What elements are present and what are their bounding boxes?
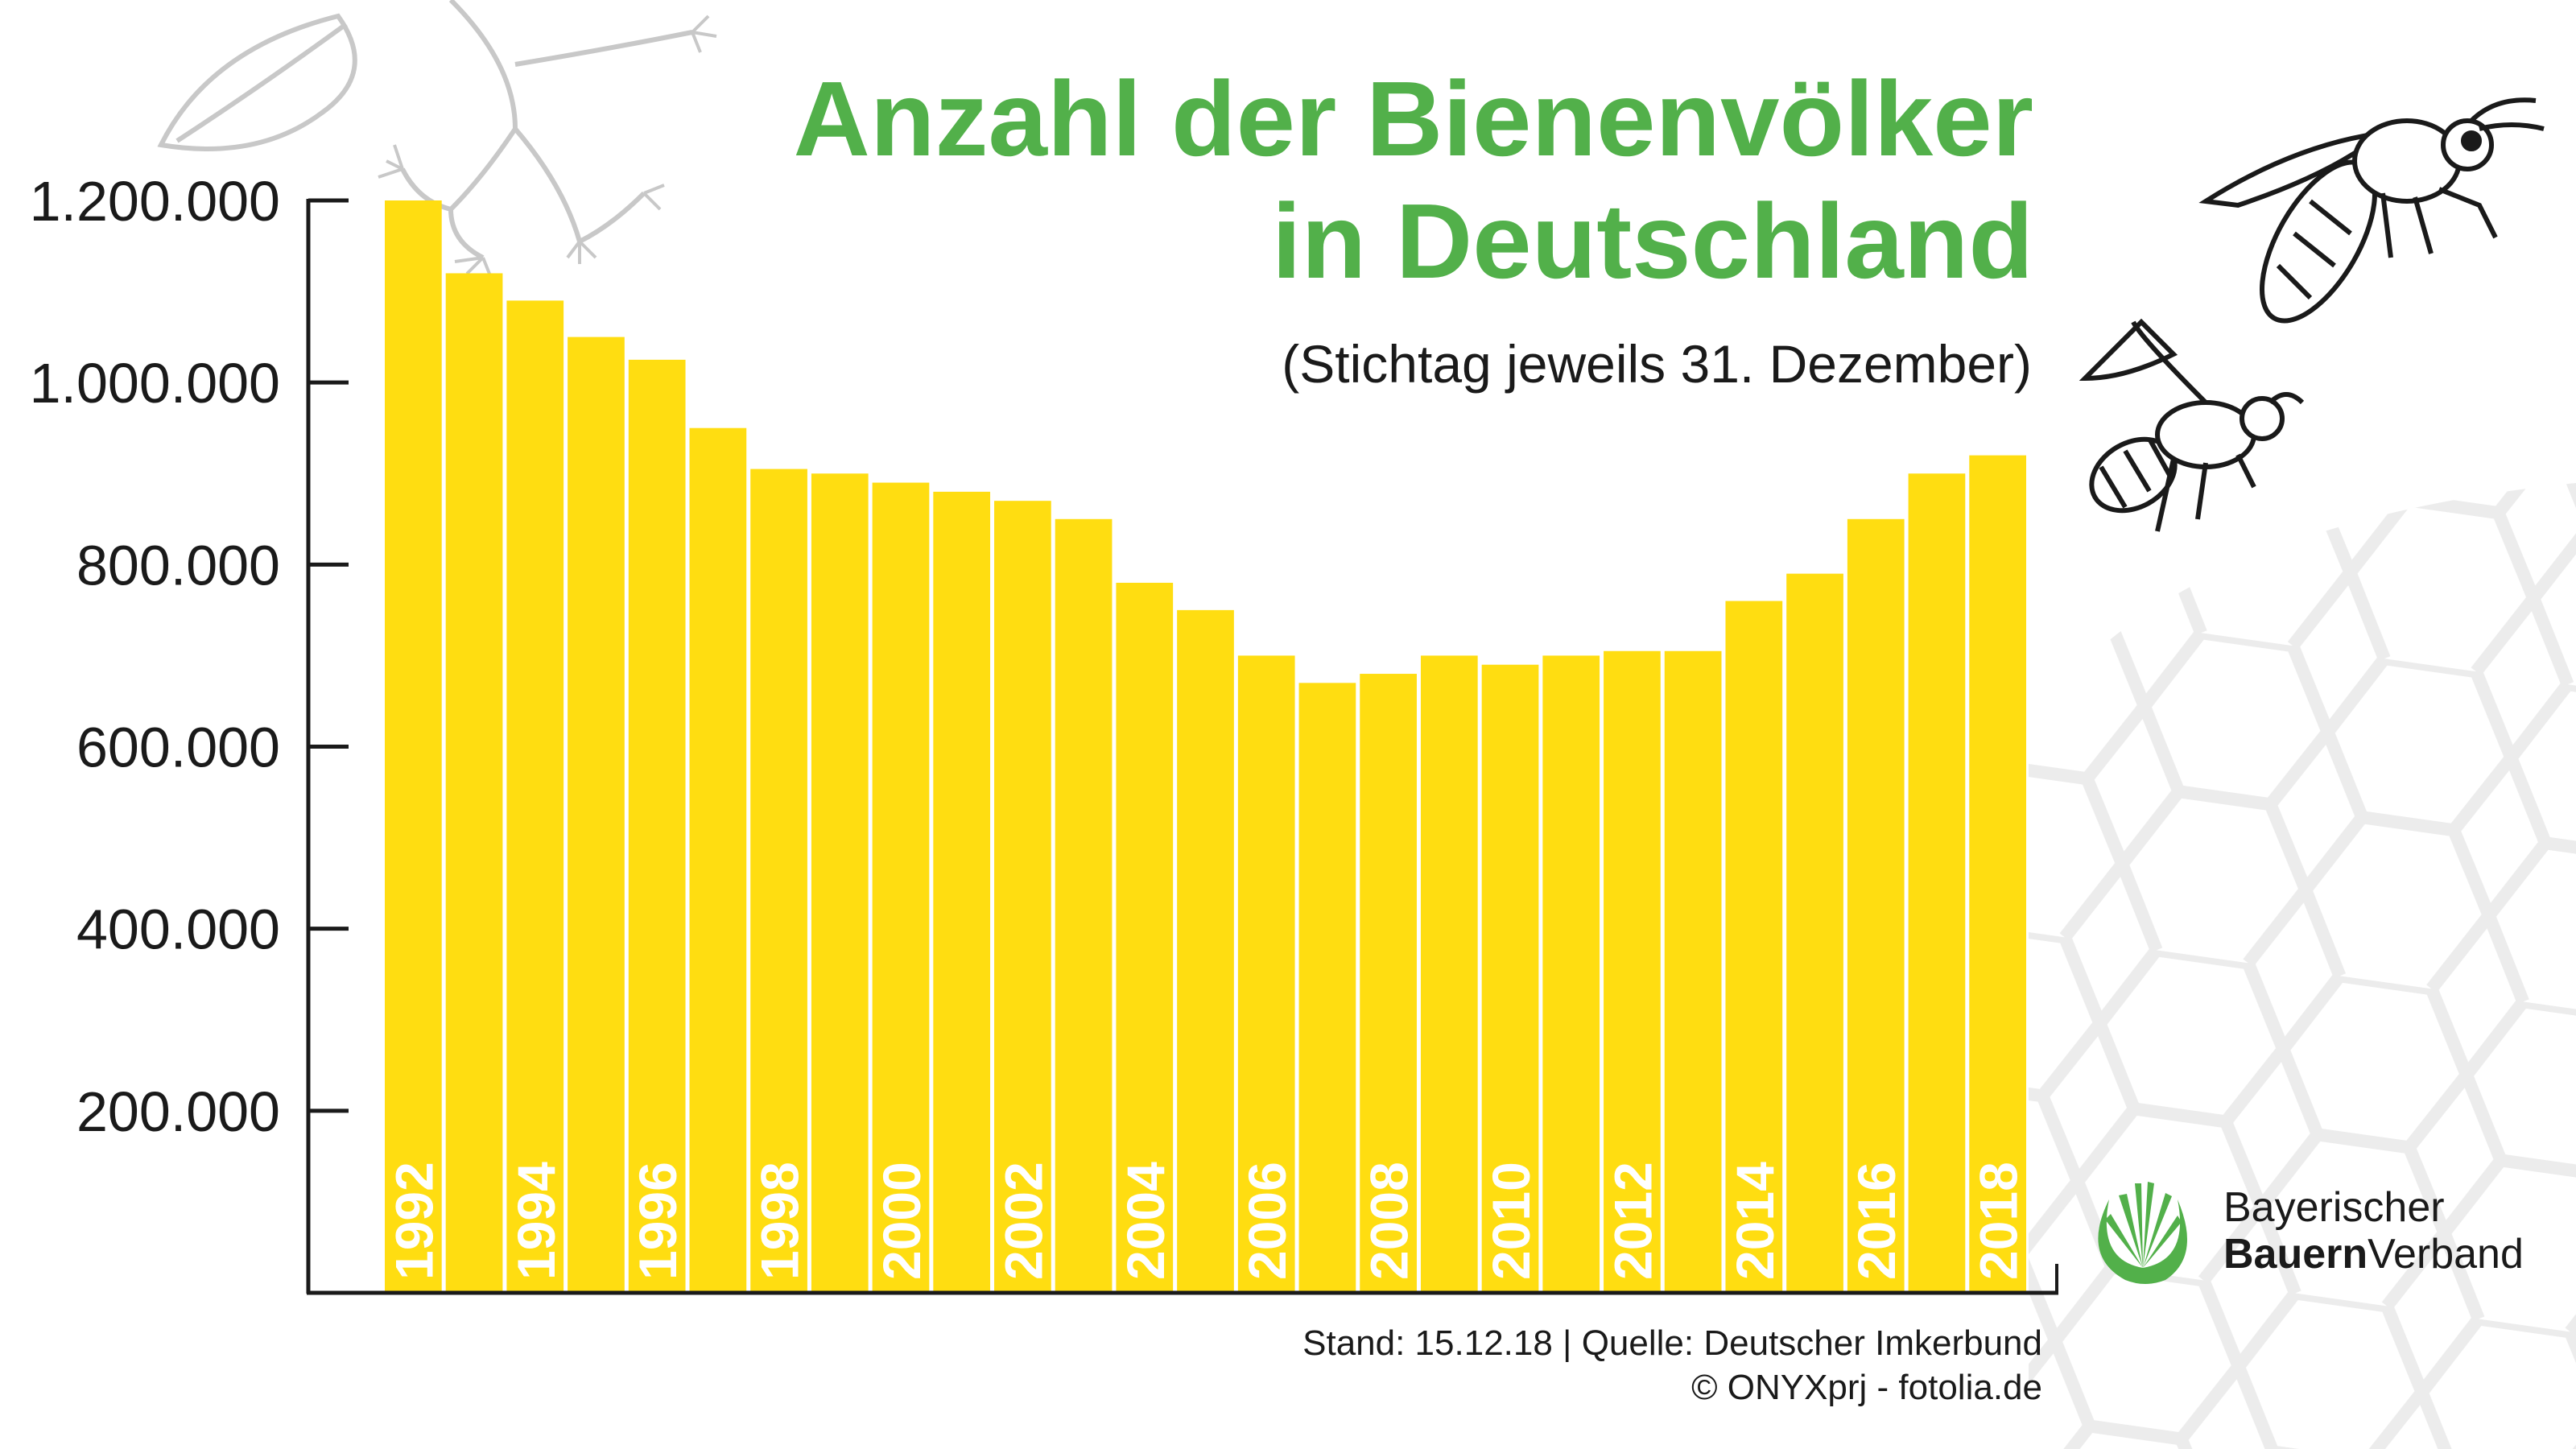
chart-title-line-1: Anzahl der Bienenvölker <box>794 60 2033 178</box>
x-tick-label: 2018 <box>1969 1162 2029 1280</box>
y-tick-label: 1.200.000 <box>30 170 280 233</box>
logo-line-1: Bayerischer <box>2223 1184 2445 1231</box>
bar-1995 <box>568 336 625 1293</box>
bar-2015 <box>1786 573 1843 1293</box>
bar-2008 <box>1360 674 1417 1293</box>
x-tick-label: 1998 <box>750 1162 810 1280</box>
x-axis-labels: 1992 1994 1996 1998 2000 2002 2004 2006 2008 2010… <box>384 1162 2028 1280</box>
bar-2002 <box>994 501 1051 1293</box>
x-tick-label: 2000 <box>872 1162 931 1280</box>
y-tick-label: 800.000 <box>76 534 280 597</box>
bars-group <box>385 200 2026 1294</box>
bar-2007 <box>1298 683 1356 1293</box>
logo-line-2-regular: Verband <box>2368 1231 2524 1278</box>
bar-1992 <box>385 200 442 1293</box>
logo-line-2: BauernVerband <box>2223 1231 2524 1278</box>
bar-2018 <box>1969 455 2026 1294</box>
x-tick-label: 2010 <box>1481 1162 1541 1280</box>
bar-2011 <box>1542 655 1600 1293</box>
bar-2009 <box>1420 655 1478 1293</box>
bar-2017 <box>1908 473 1966 1293</box>
bbv-logo-icon <box>2098 1182 2187 1284</box>
bee-icon <box>2198 97 2545 324</box>
source-note: Stand: 15.12.18 | Quelle: Deutscher Imke… <box>1302 1323 2042 1363</box>
bar-1999 <box>811 473 869 1293</box>
bbv-logo: Bayerischer BauernVerband <box>2098 1182 2524 1284</box>
bar-1998 <box>750 469 807 1293</box>
bar-2010 <box>1481 664 1539 1293</box>
y-tick-label: 200.000 <box>76 1080 280 1143</box>
bar-2000 <box>872 482 930 1293</box>
honeycomb-decoration <box>2029 483 2576 1449</box>
bar-2005 <box>1177 609 1234 1293</box>
chart-subtitle: (Stichtag jeweils 31. Dezember) <box>1282 334 2032 394</box>
x-tick-label: 2012 <box>1603 1162 1662 1280</box>
bar-1996 <box>628 359 686 1293</box>
x-tick-label: 2008 <box>1360 1162 1419 1280</box>
x-tick-label: 1996 <box>628 1162 687 1280</box>
y-tick-label: 600.000 <box>76 716 280 779</box>
x-tick-label: 2002 <box>993 1162 1053 1280</box>
bar-1994 <box>506 300 564 1294</box>
logo-line-2-bold: Bauern <box>2223 1231 2368 1278</box>
bar-2012 <box>1604 650 1661 1293</box>
bar-2003 <box>1055 518 1113 1293</box>
x-tick-label: 2006 <box>1237 1162 1297 1280</box>
image-credit: © ONYXprj - fotolia.de <box>1691 1368 2042 1407</box>
bar-2014 <box>1725 601 1783 1293</box>
bar-2004 <box>1116 582 1174 1293</box>
x-tick-label: 2004 <box>1116 1162 1175 1280</box>
bar-2006 <box>1237 655 1295 1293</box>
bar-2001 <box>933 491 991 1293</box>
x-tick-label: 2016 <box>1847 1162 1906 1280</box>
x-tick-label: 2014 <box>1725 1162 1785 1280</box>
bar-2013 <box>1664 650 1722 1293</box>
y-tick-label: 1.000.000 <box>30 352 280 415</box>
bar-1993 <box>445 273 503 1293</box>
chart-title-line-2: in Deutschland <box>1272 182 2033 300</box>
y-tick-label: 400.000 <box>76 898 280 961</box>
y-axis-labels: 200.000 400.000 600.000 800.000 1.000.000 1.2… <box>30 170 349 1143</box>
x-tick-label: 1994 <box>506 1162 566 1280</box>
linden-branch-decoration <box>157 0 717 279</box>
bar-1997 <box>689 427 747 1294</box>
x-tick-label: 1992 <box>384 1162 444 1280</box>
bee-icon <box>2079 318 2305 532</box>
bar-2016 <box>1847 518 1905 1293</box>
